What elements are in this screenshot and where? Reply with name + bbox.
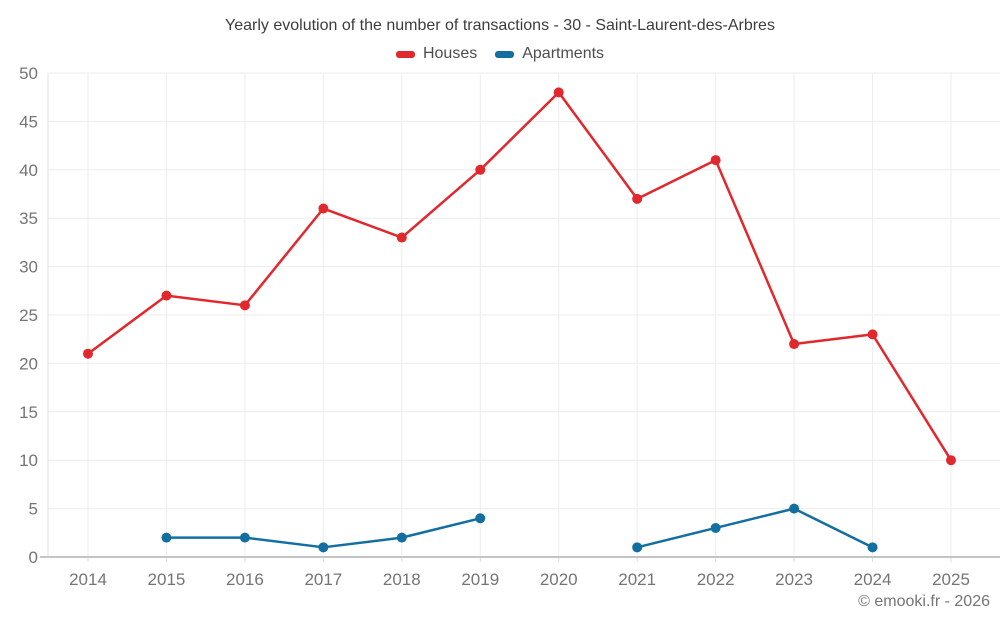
data-point-apartments-2018[interactable] bbox=[396, 532, 407, 543]
legend: Houses Apartments bbox=[0, 45, 1000, 63]
series-line-houses bbox=[87, 91, 953, 461]
y-tick-label: 45 bbox=[19, 112, 38, 131]
x-tick-label: 2022 bbox=[697, 570, 735, 589]
legend-swatch-apartments-icon bbox=[495, 50, 515, 58]
legend-label-apartments: Apartments bbox=[522, 45, 605, 62]
x-tick-label: 2025 bbox=[932, 570, 970, 589]
x-tick-label: 2014 bbox=[69, 570, 107, 589]
copyright-footer: © emooki.fr - 2026 bbox=[858, 593, 990, 610]
y-tick-label: 30 bbox=[19, 258, 38, 277]
data-point-houses-2022[interactable] bbox=[710, 155, 721, 166]
x-tick-label: 2018 bbox=[383, 570, 421, 589]
y-tick-label: 0 bbox=[29, 548, 38, 567]
x-tick-label: 2016 bbox=[226, 570, 264, 589]
y-tick-label: 15 bbox=[19, 403, 38, 422]
data-point-apartments-2015[interactable] bbox=[161, 532, 172, 543]
data-point-apartments-2016[interactable] bbox=[239, 532, 250, 543]
data-point-apartments-2017[interactable] bbox=[318, 542, 329, 553]
x-tick-label: 2019 bbox=[461, 570, 499, 589]
data-point-houses-2023[interactable] bbox=[789, 339, 800, 350]
data-point-houses-2019[interactable] bbox=[475, 164, 486, 175]
y-tick-label: 35 bbox=[19, 209, 38, 228]
y-tick-label: 50 bbox=[19, 64, 38, 83]
chart-title: Yearly evolution of the number of transa… bbox=[225, 17, 775, 34]
data-point-houses-2020[interactable] bbox=[553, 87, 564, 98]
x-tick-label: 2023 bbox=[775, 570, 813, 589]
x-tick-label: 2020 bbox=[540, 570, 578, 589]
data-point-apartments-2022[interactable] bbox=[710, 522, 721, 533]
x-tick-label: 2021 bbox=[618, 570, 656, 589]
series-line-apartments bbox=[636, 507, 874, 549]
data-point-apartments-2023[interactable] bbox=[789, 503, 800, 514]
y-tick-label: 40 bbox=[19, 161, 38, 180]
x-tick-label: 2017 bbox=[304, 570, 342, 589]
y-tick-label: 10 bbox=[19, 451, 38, 470]
data-point-houses-2015[interactable] bbox=[161, 290, 172, 301]
data-point-houses-2018[interactable] bbox=[396, 232, 407, 243]
data-point-apartments-2024[interactable] bbox=[867, 542, 878, 553]
data-point-apartments-2019[interactable] bbox=[475, 513, 486, 524]
legend-swatch-houses-icon bbox=[395, 50, 415, 58]
data-point-houses-2017[interactable] bbox=[318, 203, 329, 214]
legend-label-houses: Houses bbox=[422, 45, 478, 62]
data-point-houses-2014[interactable] bbox=[83, 348, 93, 359]
legend-item-houses[interactable]: Houses bbox=[395, 45, 478, 63]
y-tick-label: 5 bbox=[29, 500, 38, 519]
data-point-houses-2016[interactable] bbox=[239, 300, 250, 311]
data-point-houses-2024[interactable] bbox=[867, 329, 878, 340]
data-point-apartments-2021[interactable] bbox=[632, 542, 643, 553]
legend-item-apartments[interactable]: Apartments bbox=[495, 45, 604, 63]
y-tick-label: 20 bbox=[19, 354, 38, 373]
x-tick-label: 2015 bbox=[148, 570, 186, 589]
data-point-houses-2025[interactable] bbox=[946, 455, 956, 466]
y-tick-label: 25 bbox=[19, 306, 38, 325]
x-tick-label: 2024 bbox=[854, 570, 892, 589]
data-point-houses-2021[interactable] bbox=[632, 193, 643, 204]
